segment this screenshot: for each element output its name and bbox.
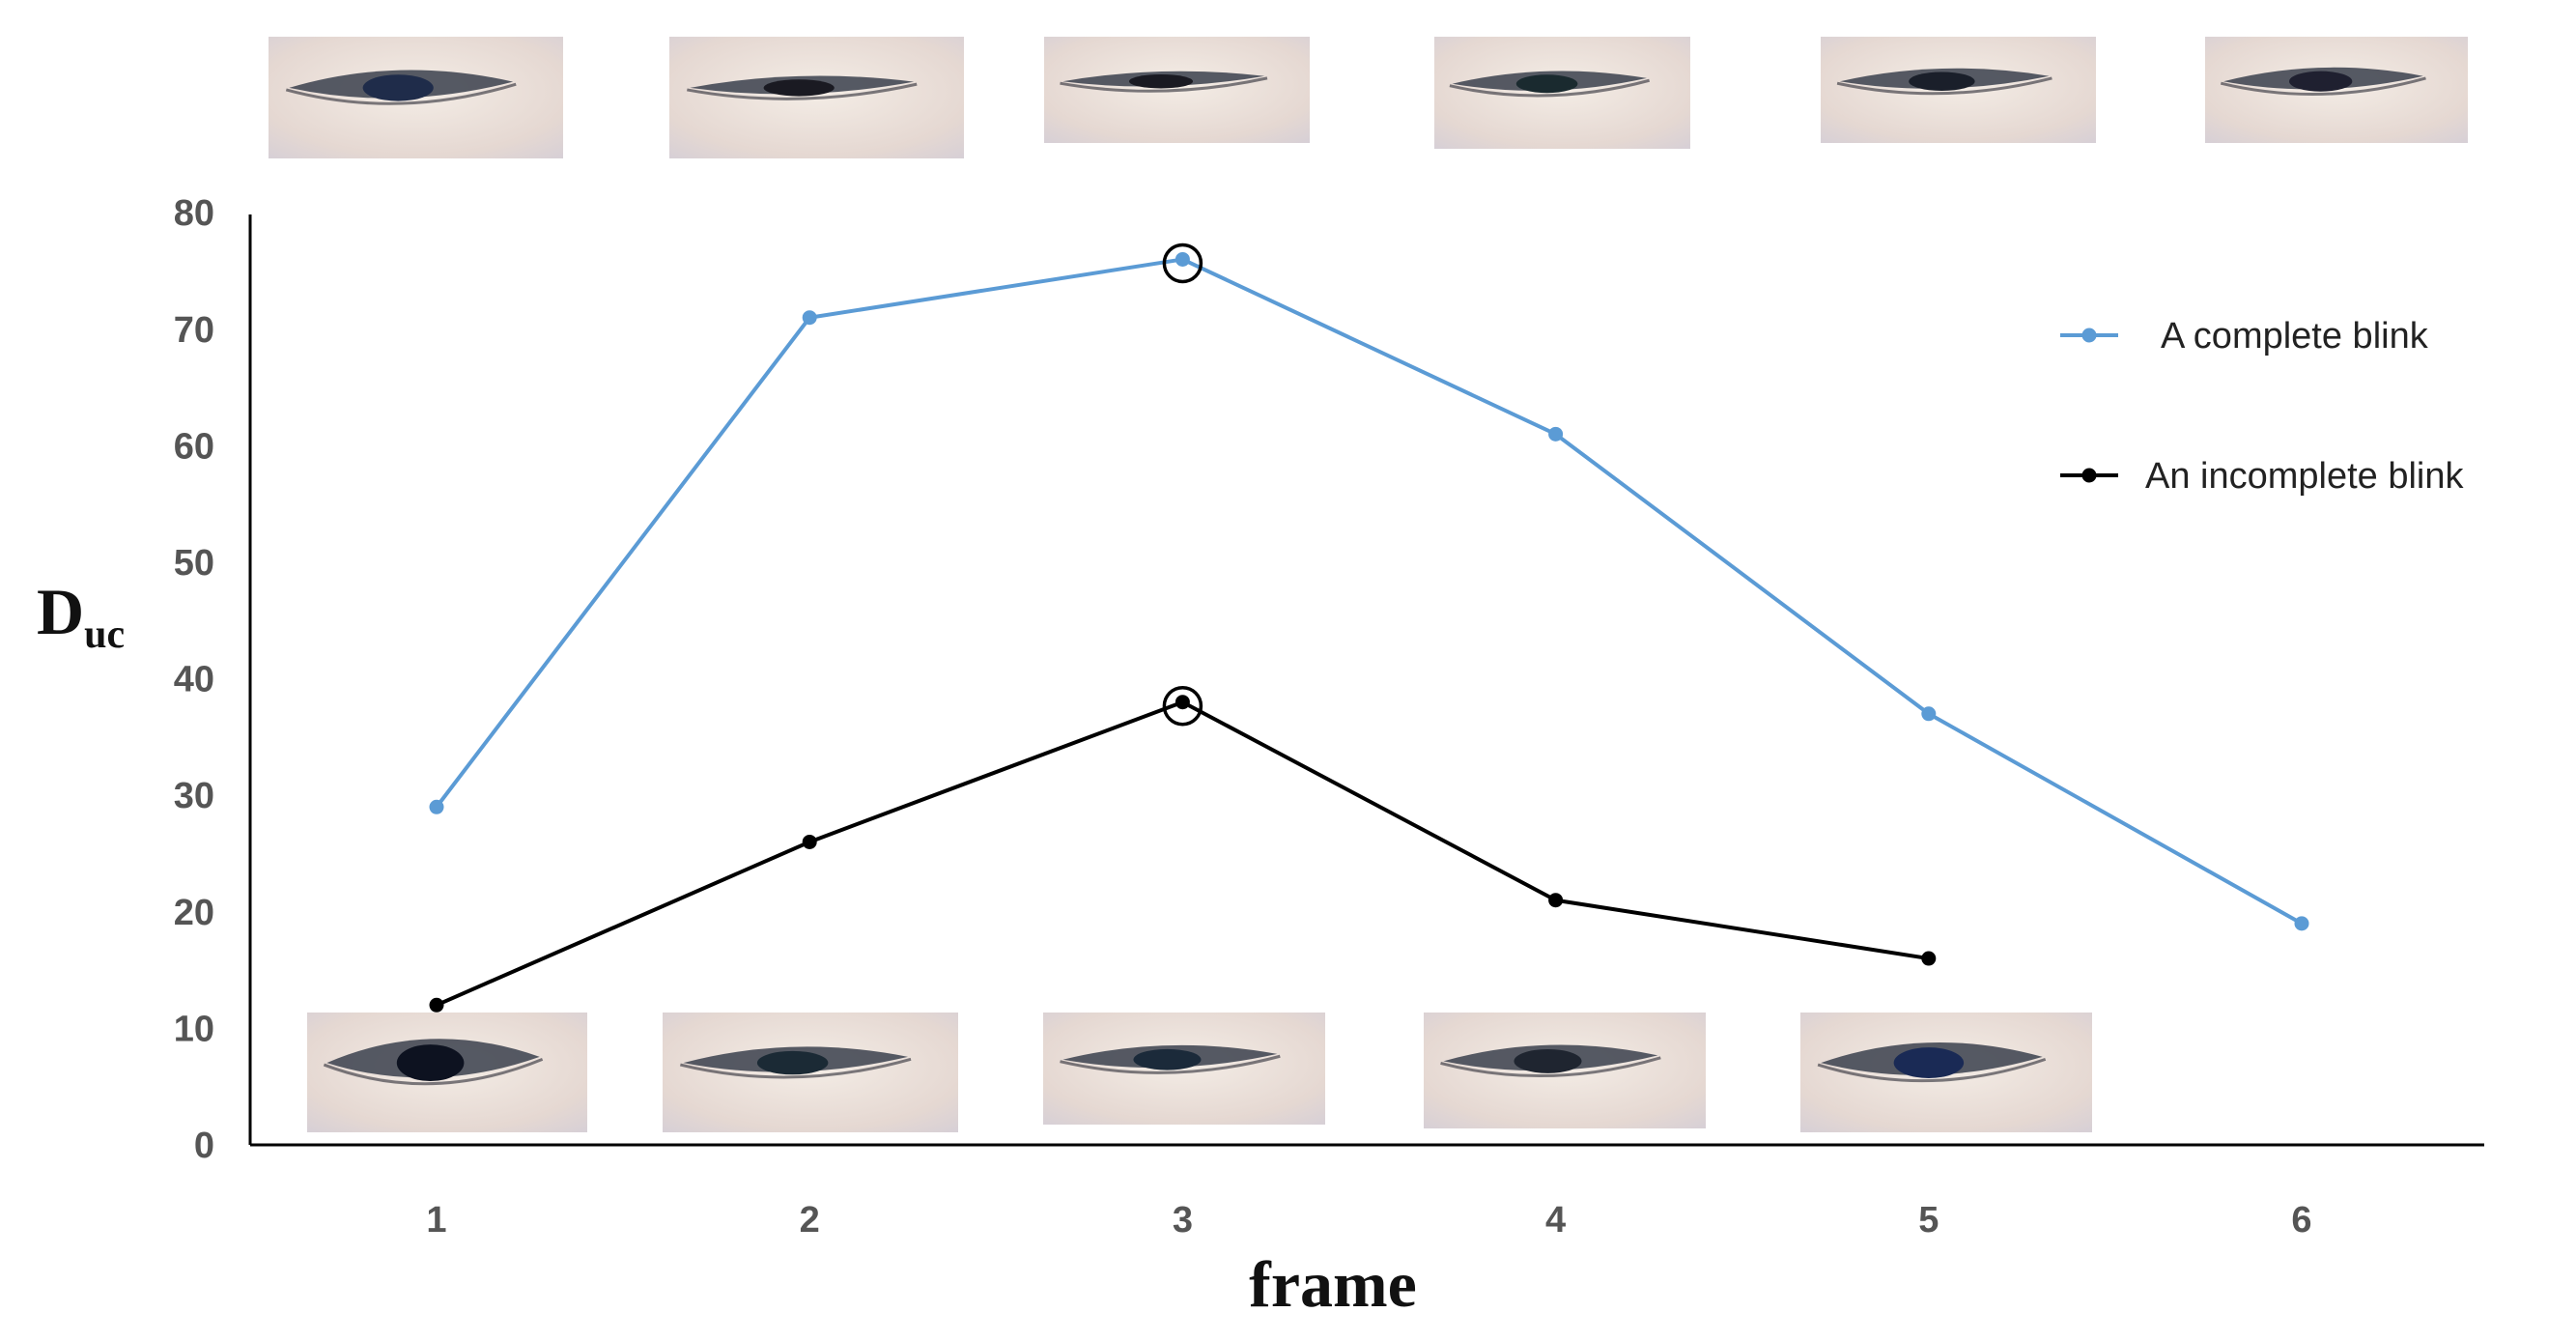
data-point xyxy=(1921,951,1937,966)
incomplete-blink-eye-images xyxy=(307,1013,2092,1132)
lower-lid-line xyxy=(680,1057,912,1079)
y-axis-title-main: D xyxy=(37,575,84,648)
legend-marker xyxy=(2081,328,2097,343)
y-tick-label: 20 xyxy=(174,893,214,933)
lower-lid-line xyxy=(1060,1054,1281,1074)
eye-image-bottom xyxy=(663,1013,958,1132)
y-tick-label: 30 xyxy=(174,776,214,816)
peak-marker xyxy=(1162,685,1203,727)
eye-image-background xyxy=(1821,37,2096,143)
x-tick-label: 6 xyxy=(2291,1200,2311,1241)
iris-shape xyxy=(1515,74,1578,94)
data-point xyxy=(1175,695,1190,710)
y-axis-title: Duc xyxy=(37,575,125,657)
series-line-2 xyxy=(436,699,1930,1008)
lower-lid-line xyxy=(1060,76,1268,93)
complete-blink-eye-images xyxy=(269,37,2468,158)
peak-marker xyxy=(1162,243,1203,284)
iris-shape xyxy=(763,79,835,97)
data-point xyxy=(1921,706,1937,722)
iris-shape xyxy=(756,1050,829,1075)
eye-image-bottom xyxy=(1424,1013,1706,1128)
lower-lid-line xyxy=(1836,76,2052,96)
iris-shape xyxy=(1129,73,1193,89)
axes: 0 10 20 30 40 50 60 70 80 1 2 3 4 5 6 xyxy=(174,193,2484,1241)
iris-shape xyxy=(2289,71,2353,92)
eye-image-bottom xyxy=(307,1013,587,1132)
lower-lid-line xyxy=(285,82,517,105)
eye-image-top xyxy=(269,37,563,158)
data-point xyxy=(802,310,817,326)
x-tick-label: 4 xyxy=(1545,1200,1566,1241)
iris-shape xyxy=(1514,1048,1582,1073)
y-tick-label: 10 xyxy=(174,1009,214,1049)
lower-lid-line xyxy=(1817,1057,2047,1083)
lower-lid-line xyxy=(1449,78,1650,98)
data-point xyxy=(1548,893,1564,908)
lower-lid-line xyxy=(323,1057,544,1086)
eye-image-bottom xyxy=(1800,1013,2092,1132)
data-point xyxy=(429,997,444,1013)
eye-image-top xyxy=(1434,37,1690,149)
y-tick-label: 70 xyxy=(174,310,214,351)
data-point xyxy=(1175,251,1190,267)
x-tick-label: 5 xyxy=(1918,1200,1939,1241)
y-axis-title-sub: uc xyxy=(84,613,125,657)
iris-shape xyxy=(1909,71,1975,91)
lower-lid-line xyxy=(1440,1056,1661,1078)
data-point xyxy=(2294,916,2309,931)
data-point xyxy=(429,799,444,814)
x-axis-title: frame xyxy=(1249,1247,1417,1321)
eye-image-top xyxy=(1044,37,1310,143)
iris-shape xyxy=(362,74,434,101)
iris-shape xyxy=(396,1044,465,1082)
eye-image-background xyxy=(1434,37,1690,149)
y-tick-label: 0 xyxy=(194,1126,214,1166)
eye-image-top xyxy=(2205,37,2468,143)
x-tick-label: 2 xyxy=(800,1200,820,1241)
y-tick-label: 60 xyxy=(174,426,214,467)
iris-shape xyxy=(1893,1047,1965,1078)
legend-marker xyxy=(2081,468,2097,483)
data-point xyxy=(802,834,817,849)
eye-image-bottom xyxy=(1043,1013,1325,1125)
legend-label: An incomplete blink xyxy=(2145,456,2465,497)
eye-image-top xyxy=(1821,37,2096,143)
legend-label: A complete blink xyxy=(2161,316,2429,357)
lower-lid-line xyxy=(2220,76,2426,97)
legend: A complete blink An incomplete blink xyxy=(2060,316,2465,497)
series-lines xyxy=(429,243,2309,1013)
series-line-1 xyxy=(435,257,2303,926)
y-tick-label: 80 xyxy=(174,193,214,234)
eye-image-top xyxy=(669,37,964,158)
x-tick-label: 1 xyxy=(426,1200,446,1241)
x-tick-label: 3 xyxy=(1173,1200,1193,1241)
y-tick-label: 50 xyxy=(174,543,214,584)
iris-shape xyxy=(1133,1048,1202,1070)
data-point xyxy=(1548,426,1564,442)
y-tick-label: 40 xyxy=(174,660,214,700)
lower-lid-line xyxy=(687,82,918,100)
